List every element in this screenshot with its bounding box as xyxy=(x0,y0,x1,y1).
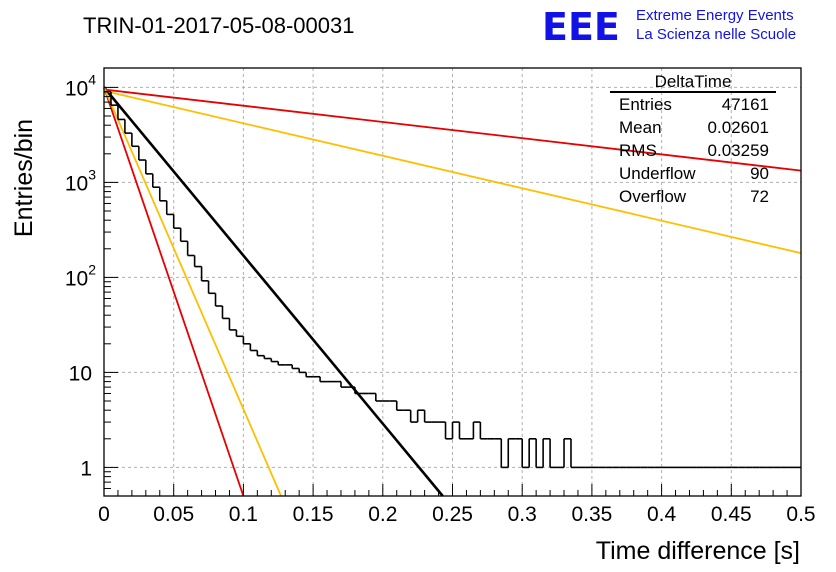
x-tick-label: 0.1 xyxy=(229,503,258,526)
fit-curve xyxy=(103,89,802,255)
x-tick-label: 0.15 xyxy=(293,503,334,526)
stats-label: Mean xyxy=(619,118,662,137)
stats-value: 47161 xyxy=(722,95,769,114)
eee-logo: EEE Extreme Energy Events La Scienza nel… xyxy=(542,5,796,49)
fit-curve xyxy=(103,88,802,172)
stats-label: Overflow xyxy=(619,187,687,206)
stats-value: 72 xyxy=(750,187,769,206)
x-tick-label: 0.05 xyxy=(153,503,194,526)
x-axis-title: Time difference [s] xyxy=(596,537,800,565)
x-tick-labels: 0 0.05 0.1 0.15 0.2 0.25 0.3 0.35 0.4 0.45 0.5 xyxy=(98,503,815,526)
chart-title: TRIN-01-2017-05-08-00031 xyxy=(83,13,355,38)
y-tick-exponent: 3 xyxy=(88,166,96,182)
stats-label: Entries xyxy=(619,95,672,114)
stats-box: DeltaTime Entries 47161 Mean 0.02601 RMS 0.03… xyxy=(610,72,776,206)
stats-label: Underflow xyxy=(619,164,696,183)
y-tick-base: 10 xyxy=(69,362,92,385)
fit-curve xyxy=(103,87,245,497)
y-tick-exponent: 4 xyxy=(88,71,96,87)
stats-title: DeltaTime xyxy=(655,72,732,91)
x-tick-label: 0.35 xyxy=(571,503,612,526)
axis-ticks xyxy=(103,86,802,496)
x-tick-label: 0 xyxy=(98,503,110,526)
logo-line-2: La Scienza nelle Scuole xyxy=(636,26,796,43)
y-tick-base: 10 xyxy=(65,172,88,195)
y-axis-title: Entries/bin xyxy=(10,119,38,237)
y-tick-base: 1 xyxy=(80,457,92,480)
stats-value: 0.02601 xyxy=(708,118,769,137)
x-tick-label: 0.3 xyxy=(508,503,537,526)
stats-value: 0.03259 xyxy=(708,141,769,160)
y-tick-base: 10 xyxy=(65,77,88,100)
x-tick-label: 0.4 xyxy=(647,503,677,526)
y-tick-exponent: 2 xyxy=(88,261,96,277)
logo-line-1: Extreme Energy Events xyxy=(636,7,794,24)
x-tick-label: 0.45 xyxy=(711,503,752,526)
y-tick-label: 102 xyxy=(65,261,96,290)
eee-logo-text: EEE xyxy=(542,5,620,49)
stats-rows: Entries 47161 Mean 0.02601 RMS 0.03259 Underfl… xyxy=(619,95,769,206)
fit-curve xyxy=(103,87,282,497)
fit-curves xyxy=(102,86,802,497)
fit-curve xyxy=(102,86,444,497)
x-tick-label: 0.2 xyxy=(368,503,397,526)
y-tick-label: 10 xyxy=(69,362,92,385)
x-tick-label: 0.5 xyxy=(786,503,815,526)
y-tick-label: 103 xyxy=(65,166,96,195)
y-tick-label: 1 xyxy=(80,457,92,480)
histogram xyxy=(104,90,801,469)
y-tick-base: 10 xyxy=(65,267,88,290)
y-tick-label: 104 xyxy=(65,71,96,100)
stats-label: RMS xyxy=(619,141,657,160)
stats-value: 90 xyxy=(750,164,769,183)
x-tick-label: 0.25 xyxy=(432,503,473,526)
